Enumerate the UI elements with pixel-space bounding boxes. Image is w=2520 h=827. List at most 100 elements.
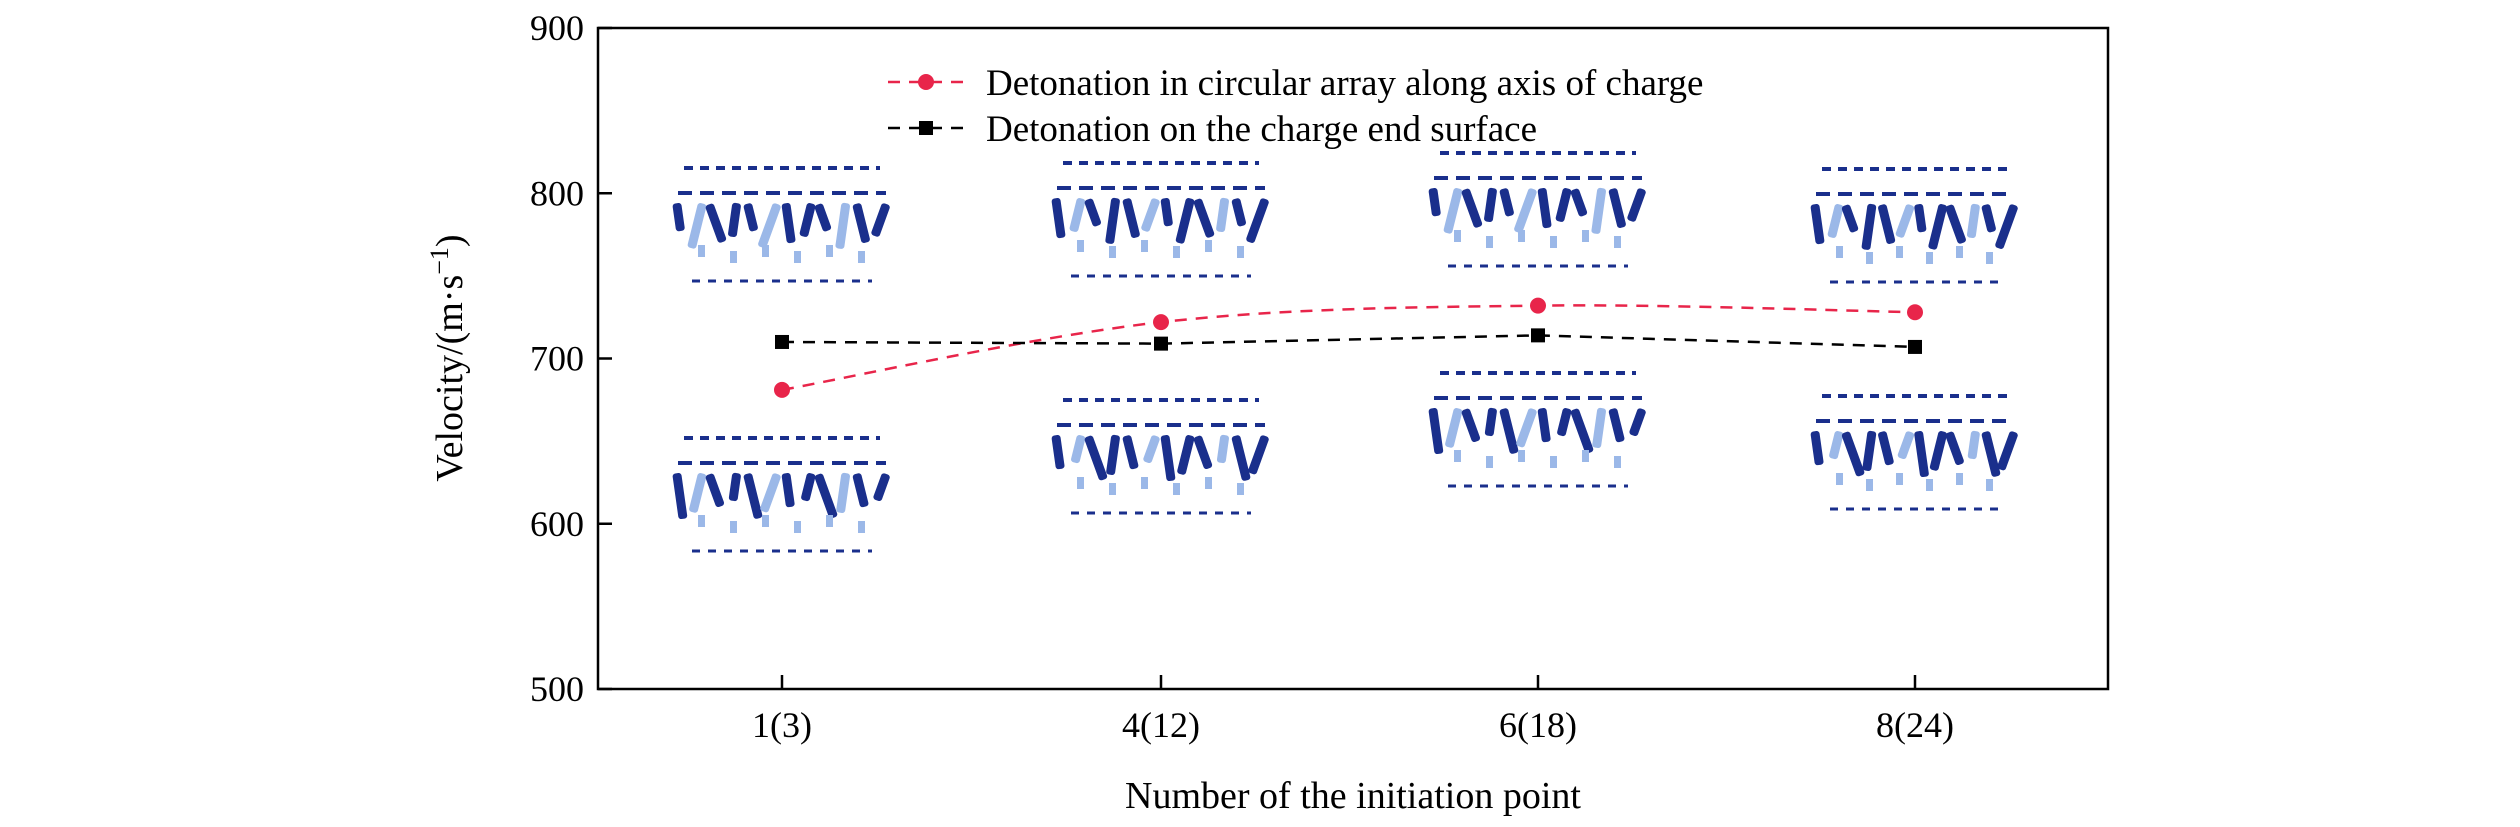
fragment-chip <box>762 515 769 527</box>
fragment-piece <box>1827 204 1844 238</box>
fragment-cluster <box>1810 394 2018 511</box>
fragment-piece <box>1177 435 1195 475</box>
fragment-chip <box>1550 456 1557 468</box>
fragment-piece <box>1231 435 1251 481</box>
fragment-chip <box>1550 236 1557 248</box>
y-tick-label: 500 <box>530 669 584 709</box>
fragment-piece <box>1841 431 1865 477</box>
fragment-chip <box>1173 246 1180 258</box>
fragment-chip <box>1486 236 1493 248</box>
y-axis: 500 600 700 800 900 <box>530 8 612 709</box>
fragment-piece <box>1897 431 1915 460</box>
fragment-piece <box>1216 197 1229 233</box>
data-point <box>775 334 789 349</box>
fragment-chip <box>1173 483 1180 495</box>
x-tick-label: 8(24) <box>1876 705 1954 745</box>
fragment-piece <box>1084 435 1108 481</box>
fragment-piece <box>705 203 727 243</box>
fragment-piece <box>1537 188 1552 229</box>
fragment-piece <box>835 202 850 249</box>
fragment-piece <box>743 473 763 519</box>
y-axis-title-main: Velocity/(m·s <box>429 275 471 482</box>
fragment-chip <box>1205 477 1212 489</box>
fragment-chip <box>698 245 705 257</box>
x-axis: 1(3) 4(12) 6(18) 8(24) <box>752 675 1954 745</box>
fragment-piece <box>1570 408 1594 454</box>
fragment-piece <box>1895 204 1915 238</box>
fragment-chip <box>1582 450 1589 462</box>
fragment-chip <box>1866 252 1873 264</box>
y-tick-label: 900 <box>530 8 584 48</box>
fragment-piece <box>1592 407 1606 448</box>
fragment-piece <box>1461 188 1483 228</box>
fragment-piece <box>1861 203 1877 250</box>
fragment-chip <box>858 251 865 263</box>
fragment-piece <box>1246 198 1269 243</box>
fragment-piece <box>1499 408 1519 454</box>
fragment-cluster <box>672 166 890 283</box>
fragment-piece <box>1914 204 1927 233</box>
x-tick-label: 1(3) <box>752 705 812 745</box>
legend-marker-end-surface <box>919 121 933 135</box>
fragment-illustrations <box>672 151 2018 553</box>
data-point <box>1907 304 1923 321</box>
fragment-piece <box>1160 198 1173 227</box>
x-tick-label: 4(12) <box>1122 705 1200 745</box>
fragment-chip <box>826 515 833 527</box>
fragment-chip <box>1077 477 1084 489</box>
fragment-chip <box>1454 450 1461 462</box>
fragment-piece <box>1443 188 1463 234</box>
legend-label-end-surface: Detonation on the charge end surface <box>986 109 1537 150</box>
fragment-chip <box>1237 246 1244 258</box>
series-line <box>781 304 1916 392</box>
fragment-chip <box>1614 236 1621 248</box>
legend-label-circular-array: Detonation in circular array along axis … <box>986 63 1703 104</box>
fragment-cluster <box>1428 151 1646 268</box>
fragment-piece <box>1981 204 1996 233</box>
fragment-piece <box>1071 435 1086 464</box>
fragment-chip <box>1237 483 1244 495</box>
data-point <box>1530 297 1546 314</box>
fragment-chip <box>1109 246 1116 258</box>
fragment-piece <box>1428 408 1444 455</box>
fragment-piece <box>1945 204 1966 244</box>
fragment-chip <box>1486 456 1493 468</box>
fragment-chip <box>1836 473 1843 485</box>
y-tick-label: 700 <box>530 339 584 379</box>
fragment-piece <box>728 472 741 502</box>
y-tick-label: 600 <box>530 504 584 544</box>
fragment-chip <box>730 521 737 533</box>
fragment-piece <box>1084 198 1102 227</box>
fragment-piece <box>1514 188 1537 233</box>
legend-marker-circular-array <box>918 74 934 90</box>
fragment-cluster <box>672 436 890 553</box>
fragment-piece <box>1810 204 1825 245</box>
fragment-piece <box>1141 198 1160 232</box>
fragment-chip <box>1614 456 1621 468</box>
fragment-piece <box>1484 187 1497 223</box>
fragment-chip <box>1518 450 1525 462</box>
series-line <box>781 334 1916 349</box>
fragment-piece <box>743 203 758 232</box>
fragment-piece <box>689 473 707 513</box>
fragment-cluster <box>1051 161 1269 278</box>
series-circular-array <box>774 297 1923 398</box>
fragment-piece <box>1537 408 1551 443</box>
fragment-piece <box>1122 198 1140 238</box>
y-axis-title-superscript: −1 <box>425 247 454 275</box>
fragment-chip <box>1926 479 1933 491</box>
fragment-piece <box>1106 434 1120 475</box>
fragment-piece <box>1499 188 1514 217</box>
y-axis-title-end: ) <box>429 234 471 247</box>
fragment-piece <box>1445 408 1463 448</box>
fragment-piece <box>1193 435 1213 470</box>
fragment-piece <box>1629 408 1646 437</box>
fragment-piece <box>852 473 869 508</box>
fragment-piece <box>1878 204 1896 244</box>
fragment-piece <box>1051 198 1066 239</box>
fragment-piece <box>1928 204 1947 250</box>
data-point <box>1154 336 1168 351</box>
fragment-chip <box>1896 473 1903 485</box>
fragment-piece <box>705 473 725 508</box>
fragment-piece <box>1608 408 1625 443</box>
